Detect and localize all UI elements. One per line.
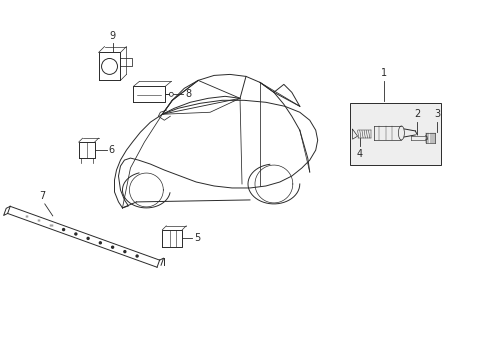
Circle shape (123, 251, 125, 253)
Circle shape (62, 229, 64, 230)
Text: 8: 8 (185, 89, 191, 99)
Circle shape (136, 255, 138, 257)
Circle shape (75, 233, 77, 235)
Text: 5: 5 (194, 233, 200, 243)
Bar (349, 103, 440, 165)
Circle shape (99, 242, 101, 244)
Text: 4: 4 (356, 149, 362, 159)
Text: 6: 6 (108, 145, 114, 155)
Text: 2: 2 (413, 109, 420, 119)
Text: 9: 9 (109, 31, 115, 41)
Circle shape (111, 246, 113, 248)
Text: 7: 7 (40, 191, 46, 201)
Text: 1: 1 (381, 68, 386, 78)
Text: 3: 3 (433, 109, 439, 119)
Circle shape (87, 237, 89, 239)
